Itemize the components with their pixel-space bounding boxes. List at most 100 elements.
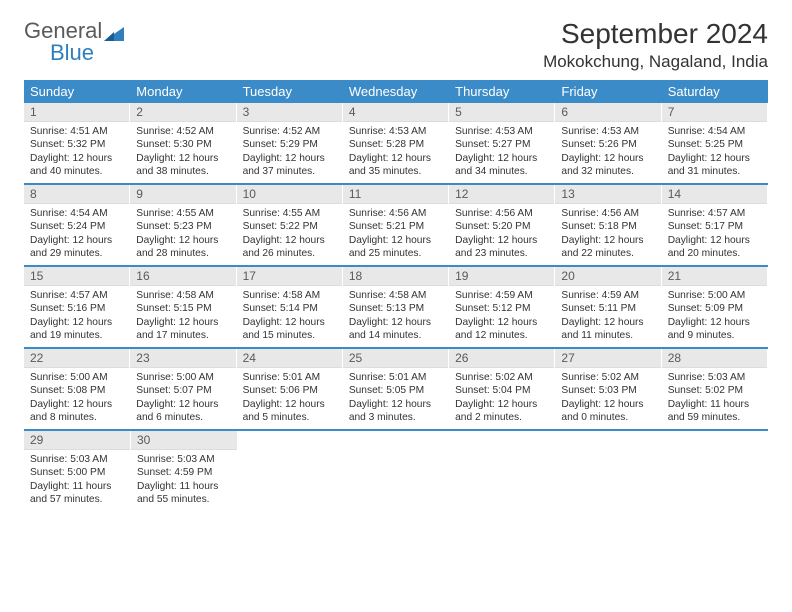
weekday-tuesday: Tuesday [237, 80, 343, 103]
day-cell: 3Sunrise: 4:52 AMSunset: 5:29 PMDaylight… [237, 103, 343, 183]
day-body: Sunrise: 4:54 AMSunset: 5:24 PMDaylight:… [24, 204, 129, 265]
day-body: Sunrise: 4:51 AMSunset: 5:32 PMDaylight:… [24, 122, 129, 183]
day-body: Sunrise: 5:00 AMSunset: 5:09 PMDaylight:… [662, 286, 767, 347]
day-number: 28 [662, 349, 767, 368]
weekday-sunday: Sunday [24, 80, 130, 103]
day-body: Sunrise: 4:53 AMSunset: 5:27 PMDaylight:… [449, 122, 554, 183]
day-body: Sunrise: 4:53 AMSunset: 5:26 PMDaylight:… [555, 122, 660, 183]
day-cell: 26Sunrise: 5:02 AMSunset: 5:04 PMDayligh… [449, 349, 555, 429]
week-row: 15Sunrise: 4:57 AMSunset: 5:16 PMDayligh… [24, 267, 768, 347]
day-cell: 14Sunrise: 4:57 AMSunset: 5:17 PMDayligh… [662, 185, 768, 265]
day-number: 15 [24, 267, 129, 286]
day-number: 1 [24, 103, 129, 122]
day-body: Sunrise: 4:55 AMSunset: 5:22 PMDaylight:… [237, 204, 342, 265]
location: Mokokchung, Nagaland, India [543, 52, 768, 72]
day-number: 13 [555, 185, 660, 204]
day-cell: 8Sunrise: 4:54 AMSunset: 5:24 PMDaylight… [24, 185, 130, 265]
day-cell: 28Sunrise: 5:03 AMSunset: 5:02 PMDayligh… [662, 349, 768, 429]
day-number: 29 [24, 431, 130, 450]
day-number: 8 [24, 185, 129, 204]
day-number: 26 [449, 349, 554, 368]
day-number: 30 [131, 431, 237, 450]
day-cell: 27Sunrise: 5:02 AMSunset: 5:03 PMDayligh… [555, 349, 661, 429]
weekday-monday: Monday [130, 80, 236, 103]
empty-cell [450, 431, 556, 511]
day-number: 27 [555, 349, 660, 368]
day-body: Sunrise: 4:56 AMSunset: 5:21 PMDaylight:… [343, 204, 448, 265]
empty-cell [556, 431, 662, 511]
day-number: 10 [237, 185, 342, 204]
day-cell: 24Sunrise: 5:01 AMSunset: 5:06 PMDayligh… [237, 349, 343, 429]
weekday-thursday: Thursday [449, 80, 555, 103]
week-row: 1Sunrise: 4:51 AMSunset: 5:32 PMDaylight… [24, 103, 768, 183]
day-body: Sunrise: 4:54 AMSunset: 5:25 PMDaylight:… [662, 122, 767, 183]
day-cell: 21Sunrise: 5:00 AMSunset: 5:09 PMDayligh… [662, 267, 768, 347]
empty-cell [344, 431, 450, 511]
day-cell: 2Sunrise: 4:52 AMSunset: 5:30 PMDaylight… [130, 103, 236, 183]
day-body: Sunrise: 4:57 AMSunset: 5:17 PMDaylight:… [662, 204, 767, 265]
day-cell: 9Sunrise: 4:55 AMSunset: 5:23 PMDaylight… [130, 185, 236, 265]
day-number: 20 [555, 267, 660, 286]
day-number: 24 [237, 349, 342, 368]
day-body: Sunrise: 4:52 AMSunset: 5:30 PMDaylight:… [130, 122, 235, 183]
day-cell: 16Sunrise: 4:58 AMSunset: 5:15 PMDayligh… [130, 267, 236, 347]
day-number: 6 [555, 103, 660, 122]
day-number: 4 [343, 103, 448, 122]
day-cell: 22Sunrise: 5:00 AMSunset: 5:08 PMDayligh… [24, 349, 130, 429]
day-number: 9 [130, 185, 235, 204]
day-number: 3 [237, 103, 342, 122]
day-cell: 17Sunrise: 4:58 AMSunset: 5:14 PMDayligh… [237, 267, 343, 347]
day-body: Sunrise: 5:00 AMSunset: 5:08 PMDaylight:… [24, 368, 129, 429]
day-body: Sunrise: 4:52 AMSunset: 5:29 PMDaylight:… [237, 122, 342, 183]
day-body: Sunrise: 5:03 AMSunset: 4:59 PMDaylight:… [131, 450, 237, 511]
day-cell: 19Sunrise: 4:59 AMSunset: 5:12 PMDayligh… [449, 267, 555, 347]
day-body: Sunrise: 5:03 AMSunset: 5:00 PMDaylight:… [24, 450, 130, 511]
day-body: Sunrise: 5:02 AMSunset: 5:04 PMDaylight:… [449, 368, 554, 429]
day-number: 5 [449, 103, 554, 122]
calendar-grid: 1Sunrise: 4:51 AMSunset: 5:32 PMDaylight… [24, 103, 768, 511]
week-row: 8Sunrise: 4:54 AMSunset: 5:24 PMDaylight… [24, 185, 768, 265]
day-cell: 6Sunrise: 4:53 AMSunset: 5:26 PMDaylight… [555, 103, 661, 183]
week-row: 22Sunrise: 5:00 AMSunset: 5:08 PMDayligh… [24, 349, 768, 429]
day-cell: 5Sunrise: 4:53 AMSunset: 5:27 PMDaylight… [449, 103, 555, 183]
day-body: Sunrise: 4:58 AMSunset: 5:15 PMDaylight:… [130, 286, 235, 347]
day-body: Sunrise: 4:59 AMSunset: 5:11 PMDaylight:… [555, 286, 660, 347]
day-body: Sunrise: 5:01 AMSunset: 5:05 PMDaylight:… [343, 368, 448, 429]
weekday-saturday: Saturday [662, 80, 768, 103]
day-cell: 13Sunrise: 4:56 AMSunset: 5:18 PMDayligh… [555, 185, 661, 265]
day-cell: 15Sunrise: 4:57 AMSunset: 5:16 PMDayligh… [24, 267, 130, 347]
day-number: 18 [343, 267, 448, 286]
day-cell: 29Sunrise: 5:03 AMSunset: 5:00 PMDayligh… [24, 431, 131, 511]
day-cell: 23Sunrise: 5:00 AMSunset: 5:07 PMDayligh… [130, 349, 236, 429]
day-body: Sunrise: 4:58 AMSunset: 5:14 PMDaylight:… [237, 286, 342, 347]
day-number: 14 [662, 185, 767, 204]
day-body: Sunrise: 5:02 AMSunset: 5:03 PMDaylight:… [555, 368, 660, 429]
day-number: 23 [130, 349, 235, 368]
day-number: 21 [662, 267, 767, 286]
day-body: Sunrise: 5:03 AMSunset: 5:02 PMDaylight:… [662, 368, 767, 429]
day-number: 12 [449, 185, 554, 204]
day-number: 2 [130, 103, 235, 122]
day-number: 25 [343, 349, 448, 368]
day-body: Sunrise: 4:53 AMSunset: 5:28 PMDaylight:… [343, 122, 448, 183]
brand-triangle-icon [104, 27, 124, 46]
day-number: 11 [343, 185, 448, 204]
month-title: September 2024 [543, 18, 768, 50]
day-cell: 12Sunrise: 4:56 AMSunset: 5:20 PMDayligh… [449, 185, 555, 265]
brand-logo: GeneralBlue [24, 18, 124, 66]
day-body: Sunrise: 5:01 AMSunset: 5:06 PMDaylight:… [237, 368, 342, 429]
day-body: Sunrise: 4:57 AMSunset: 5:16 PMDaylight:… [24, 286, 129, 347]
empty-cell [662, 431, 768, 511]
empty-cell [238, 431, 344, 511]
day-cell: 30Sunrise: 5:03 AMSunset: 4:59 PMDayligh… [131, 431, 238, 511]
day-cell: 18Sunrise: 4:58 AMSunset: 5:13 PMDayligh… [343, 267, 449, 347]
day-cell: 25Sunrise: 5:01 AMSunset: 5:05 PMDayligh… [343, 349, 449, 429]
day-body: Sunrise: 5:00 AMSunset: 5:07 PMDaylight:… [130, 368, 235, 429]
day-cell: 20Sunrise: 4:59 AMSunset: 5:11 PMDayligh… [555, 267, 661, 347]
day-body: Sunrise: 4:59 AMSunset: 5:12 PMDaylight:… [449, 286, 554, 347]
day-body: Sunrise: 4:56 AMSunset: 5:18 PMDaylight:… [555, 204, 660, 265]
week-row: 29Sunrise: 5:03 AMSunset: 5:00 PMDayligh… [24, 431, 768, 511]
day-body: Sunrise: 4:58 AMSunset: 5:13 PMDaylight:… [343, 286, 448, 347]
day-number: 16 [130, 267, 235, 286]
day-cell: 4Sunrise: 4:53 AMSunset: 5:28 PMDaylight… [343, 103, 449, 183]
